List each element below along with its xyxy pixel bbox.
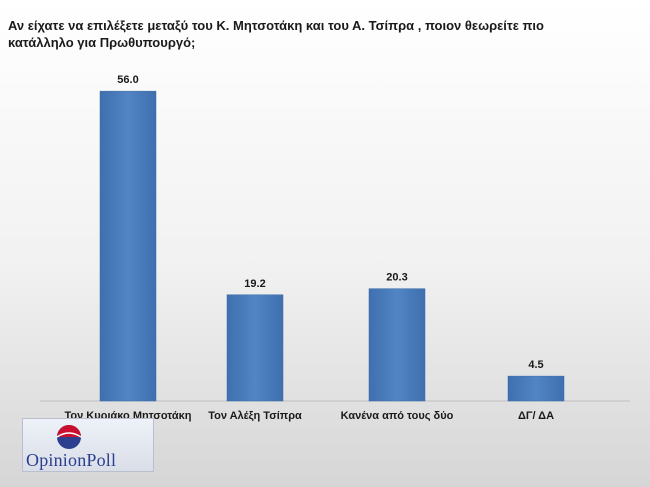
- logo-text: OpinionPoll: [26, 450, 117, 470]
- category-label-2: Τον Αλέξη Τσίπρα: [208, 410, 302, 422]
- data-label-1: 56.0: [117, 74, 138, 86]
- chart-title: Αν είχατε να επιλέξετε μεταξύ του Κ. Μητ…: [8, 18, 544, 50]
- opinionpoll-logo: OpinionPoll: [22, 418, 154, 472]
- data-label-2: 19.2: [244, 278, 265, 290]
- data-label-3: 20.3: [386, 272, 407, 284]
- bar-2: [226, 294, 284, 402]
- bar-3: [368, 288, 426, 402]
- category-label-3: Κανένα από τους δύο: [341, 410, 454, 422]
- data-label-4: 4.5: [528, 359, 543, 371]
- bar-4: [507, 375, 565, 402]
- logo-circle-icon: [56, 425, 82, 449]
- category-label-4: ΔΓ/ ΔΑ: [518, 410, 554, 422]
- bar-1: [99, 90, 157, 402]
